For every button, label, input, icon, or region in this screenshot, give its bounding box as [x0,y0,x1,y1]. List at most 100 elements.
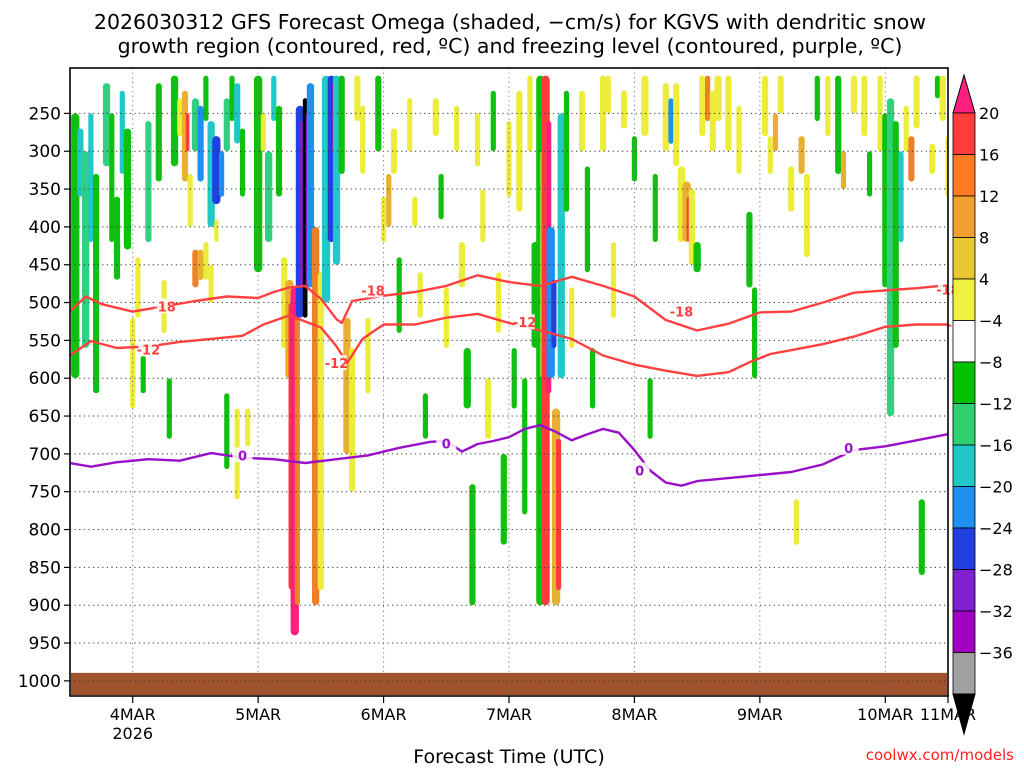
omega-streak [563,90,570,212]
colorbar-level-label: −12 [979,395,1013,414]
omega-streak [556,438,562,590]
colorbar-level-label: 4 [979,270,989,289]
omega-streak [736,105,742,174]
freezing-level-0-label: 0 [442,437,451,452]
chart-title-line1: 2026030312 GFS Forecast Omega (shaded, −… [94,10,926,34]
omega-streak [212,136,221,205]
omega-streak [191,98,200,152]
omega-streak [705,75,711,121]
site-credit: coolwx.com/models [866,746,1014,764]
isotherm-minus-18-label: -18 [361,284,385,299]
contour-label-bg [436,435,457,451]
omega-streak [349,348,356,492]
colorbar-level-label: −4 [979,312,1003,331]
colorbar-box [952,444,976,487]
contour-label-bg [154,298,175,314]
colorbar-box [952,527,976,570]
y-tick-label: 450 [29,256,61,276]
colorbar-level-label: −32 [979,602,1013,621]
y-tick-label: 250 [29,104,61,124]
omega-streak [668,98,674,144]
y-tick-label: 800 [29,521,61,541]
omega-streak [693,242,701,273]
omega-streak [155,83,162,182]
colorbar-box [952,403,976,446]
omega-streak [835,75,842,174]
omega-streak [600,75,607,152]
x-tick-label: 8MAR [611,705,657,724]
freezing-level-0-line [70,423,948,487]
omega-streak [913,75,920,129]
omega-streak [417,272,423,318]
omega-streak [590,348,596,409]
omega-streak [620,90,628,129]
colorbar-bottom-triangle [952,693,976,736]
isotherm-minus-12-label: -12 [513,316,537,331]
omega-streak [892,121,899,348]
y-tick-label: 600 [29,369,61,389]
freezing-level-0-label: 0 [844,442,853,457]
colorbar-box [952,195,976,238]
omega-streak [861,75,868,137]
omega-streak [197,249,204,280]
omega-streak [934,75,941,99]
omega-streak [579,90,586,152]
omega-streak [762,75,769,137]
y-tick-label: 350 [29,180,61,200]
omega-streak [245,408,251,447]
omega-streak [641,75,649,137]
isotherm-minus-18-label: -18 [670,306,694,321]
omega-streak [714,75,722,121]
omega-streak [77,128,84,197]
contour-label-bg [326,355,347,371]
omega-streak [777,75,784,114]
omega-streak [788,166,795,212]
omega-streak [516,90,523,212]
colorbar-level-label: 12 [979,187,999,206]
x-tick-sublabel: 2026 [112,724,153,743]
y-tick-label: 400 [29,218,61,238]
y-tick-label: 700 [29,445,61,465]
omega-streak [354,75,361,121]
chart-title-line2: growth region (contoured, red, ºC) and f… [118,34,903,58]
omega-streak [850,75,857,114]
y-tick-label: 300 [29,142,61,162]
contour-label-bg [838,439,859,455]
contour-label-bg [232,447,253,463]
contours [70,274,948,487]
omega-streak [271,75,277,121]
omega-streak [412,196,418,227]
omega-streak [454,105,460,152]
omega-streak [343,317,351,454]
omega-streak [752,287,758,379]
omega-streak [208,264,214,303]
colorbar-level-label: −16 [979,436,1013,455]
colorbar-box [952,320,976,363]
omega-streak [522,378,528,515]
omega-streak [908,136,915,182]
x-axis-title: Forecast Time (UTC) [413,746,604,768]
omega-streak [699,75,706,137]
omega-streak [123,128,132,250]
y-tick-label: 850 [29,558,61,578]
colorbar-box [952,154,976,197]
omega-streak [485,378,492,439]
x-tick-label: 6MAR [361,705,407,724]
omega-streak [203,75,209,121]
omega-streak [82,151,90,348]
isotherm-minus-12-label: -12 [137,343,161,358]
omega-streak [214,219,219,242]
y-tick-label: 650 [29,407,61,427]
isotherm-minus-18-label: -18 [152,300,176,315]
contour-label-bg [363,282,384,298]
x-tick-label: 9MAR [737,705,783,724]
colorbar-level-label: −28 [979,561,1013,580]
omega-streak [662,83,669,152]
colorbar: 20 16 12 8 4 −4 −8 −12 −16 −20 −24 −28 −32 −36 [952,73,1013,736]
omega-streak [102,83,111,167]
omega-streak [746,211,753,288]
omega-streak [793,499,799,545]
omega-streak [312,226,320,606]
omega-streak [381,196,387,242]
